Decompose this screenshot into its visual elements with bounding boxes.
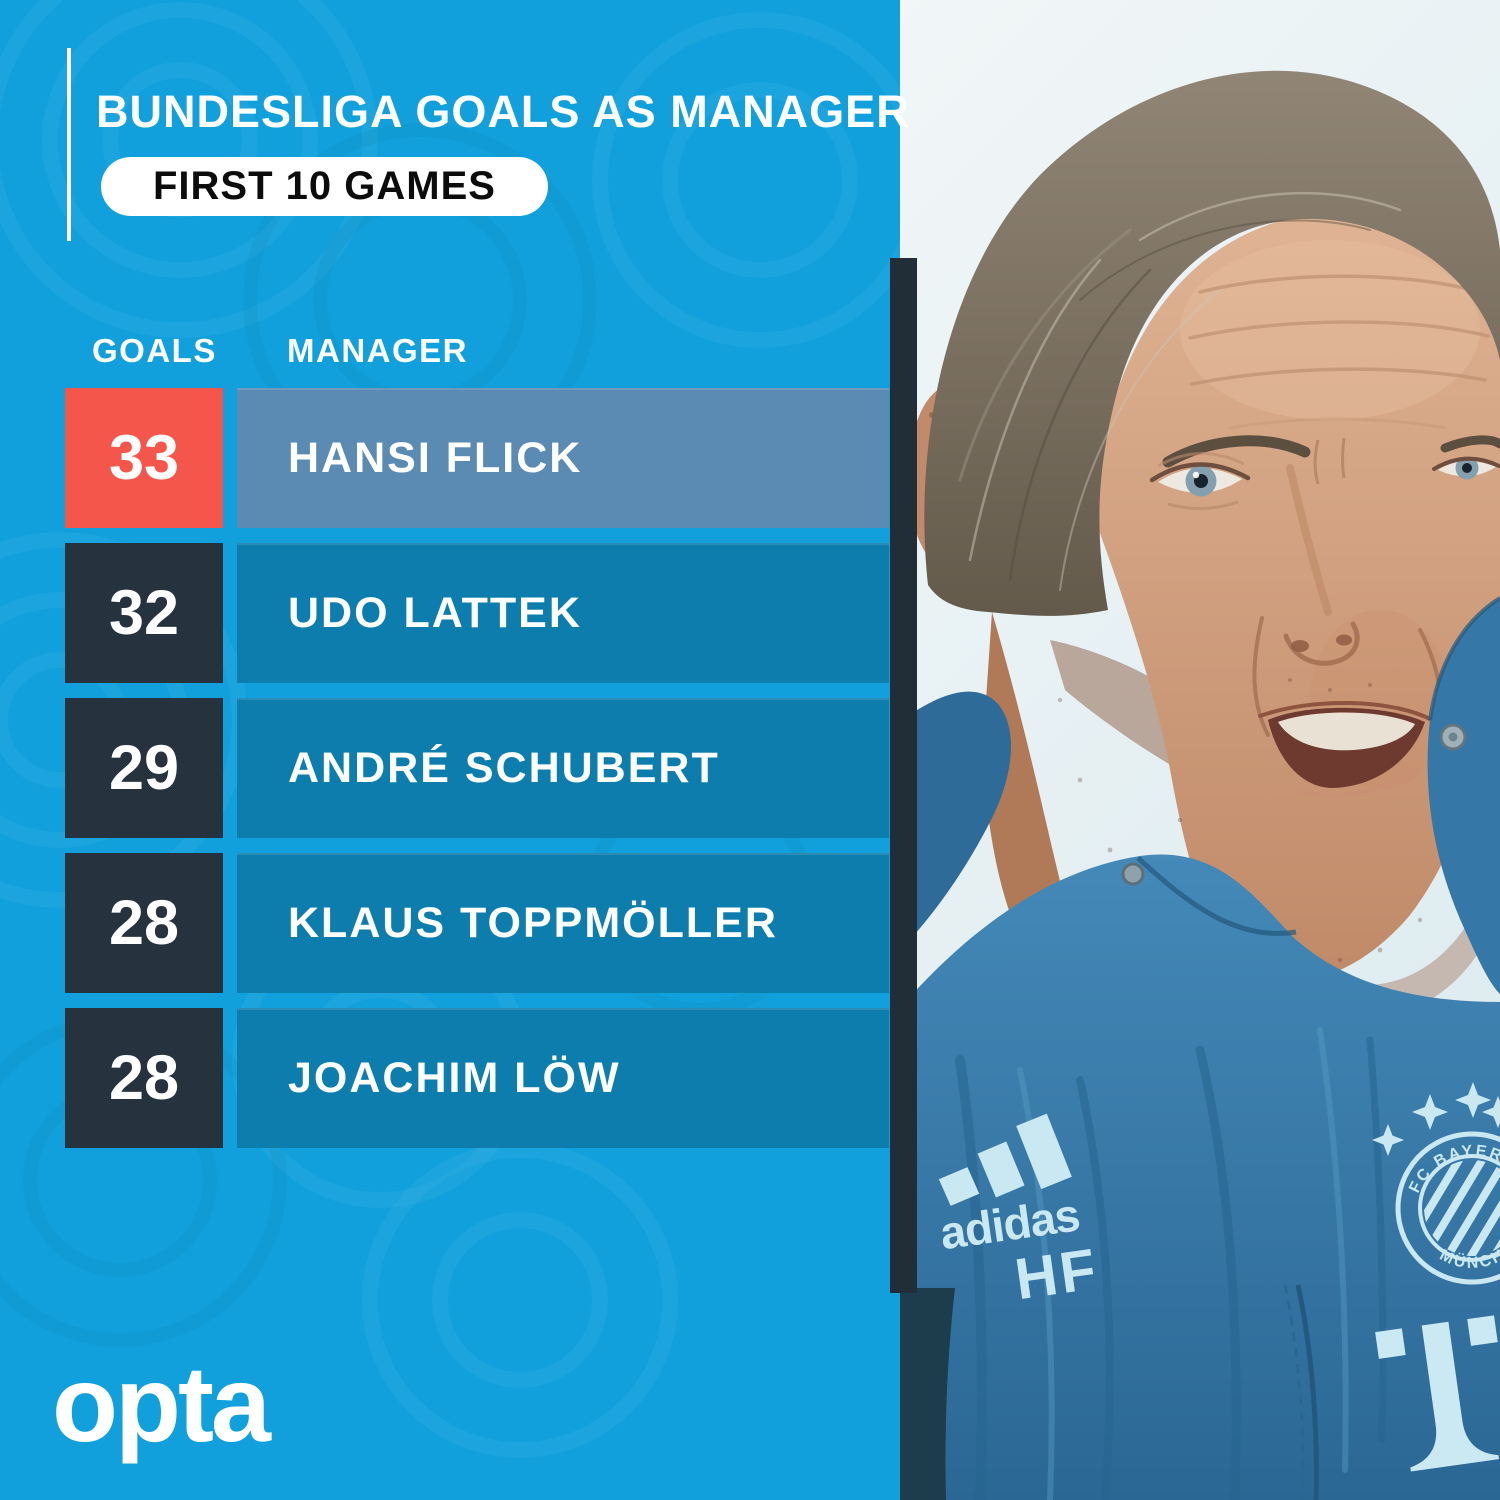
- manager-bar: JOACHIM LÖW: [237, 1008, 889, 1148]
- manager-name: UDO LATTEK: [288, 588, 582, 637]
- hair: [924, 70, 1500, 616]
- adidas-stripe-icon: [938, 1167, 980, 1206]
- jacket-folds: [955, 1036, 1387, 1500]
- adidas-stripe-icon: [977, 1141, 1025, 1198]
- goals-value: 29: [108, 733, 180, 803]
- crest-stars-icon: [1372, 1082, 1500, 1156]
- manager-column-header: MANAGER: [287, 332, 468, 369]
- glabella-lines: [1313, 437, 1346, 485]
- manager-bar: ANDRÉ SCHUBERT: [237, 698, 889, 838]
- forehead-wrinkles: [1188, 274, 1490, 430]
- goals-value: 33: [108, 423, 180, 493]
- goals-value-box: 33: [65, 388, 223, 528]
- telekom-t-icon: [1375, 1315, 1500, 1472]
- jacket-initials: HF: [1011, 1236, 1103, 1312]
- table-row: 28 KLAUS TOPPMÖLLER: [65, 853, 889, 993]
- goals-value: 28: [108, 1043, 180, 1113]
- manager-bar: KLAUS TOPPMÖLLER: [237, 853, 889, 993]
- mouth: [1258, 701, 1434, 799]
- zipper-seam: [1295, 1284, 1319, 1500]
- goals-value: 32: [108, 578, 180, 648]
- jacket-shadow-edge: [900, 1288, 955, 1500]
- table-row: 33 HANSI FLICK: [65, 388, 889, 528]
- page-title: BUNDESLIGA GOALS AS MANAGER: [96, 86, 910, 137]
- table-row: 32 UDO LATTEK: [65, 543, 889, 683]
- side-accent-bar: [890, 258, 917, 1293]
- opta-logo: opta: [52, 1343, 271, 1464]
- nose: [1283, 464, 1360, 666]
- adidas-stripe-icon: [1016, 1113, 1072, 1190]
- manager-photo: adidas HF: [900, 0, 1500, 1500]
- manager-table: 33 HANSI FLICK 32 UDO LATTEK 29 ANDRÉ SC…: [65, 388, 889, 1163]
- goals-value-box: 28: [65, 1008, 223, 1148]
- manager-photo-illustration: adidas HF: [900, 0, 1500, 1500]
- goals-value-box: 28: [65, 853, 223, 993]
- goals-column-header: GOALS: [92, 332, 217, 369]
- subtitle-badge: FIRST 10 GAMES: [101, 157, 548, 216]
- snap-button: [1121, 862, 1145, 886]
- manager-bar: UDO LATTEK: [237, 543, 889, 683]
- manager-name: JOACHIM LÖW: [288, 1053, 621, 1102]
- manager-name: ANDRÉ SCHUBERT: [288, 743, 720, 792]
- manager-bar: HANSI FLICK: [237, 388, 889, 528]
- jacket: [900, 596, 1500, 1500]
- adidas-logo: adidas HF: [937, 1113, 1103, 1312]
- face: [1057, 211, 1500, 1022]
- table-row: 29 ANDRÉ SCHUBERT: [65, 698, 889, 838]
- manager-name: KLAUS TOPPMÖLLER: [288, 898, 778, 947]
- goals-value-box: 29: [65, 698, 223, 838]
- eyes: [1149, 452, 1500, 511]
- goals-value: 28: [108, 888, 180, 958]
- manager-name: HANSI FLICK: [288, 433, 583, 482]
- goals-value-box: 32: [65, 543, 223, 683]
- subtitle-text: FIRST 10 GAMES: [153, 164, 496, 208]
- table-row: 28 JOACHIM LÖW: [65, 1008, 889, 1148]
- title-accent-line: [67, 48, 71, 241]
